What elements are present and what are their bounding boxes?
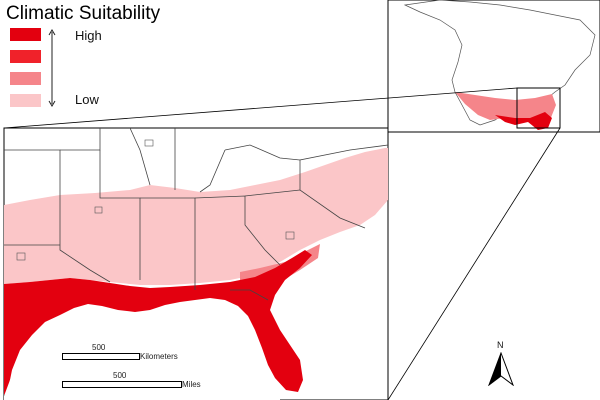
scale-mi-unit: Miles xyxy=(182,380,201,389)
legend-high-label: High xyxy=(75,28,102,43)
connector-line-left xyxy=(3,87,518,129)
north-label: N xyxy=(497,340,504,350)
lake-markers xyxy=(16,139,295,261)
legend-range-arrow-icon xyxy=(48,29,56,107)
suitability-zone-high xyxy=(4,250,312,395)
state-boundaries xyxy=(4,127,389,301)
north-arrow-icon xyxy=(488,352,514,386)
scale-km-bar xyxy=(62,353,140,360)
legend-title: Climatic Suitability xyxy=(6,3,161,24)
scale-km-unit: Kilometers xyxy=(140,352,178,361)
scale-mi-value: 500 xyxy=(113,371,127,380)
legend-swatch-medium xyxy=(10,72,41,85)
legend-swatch-high xyxy=(10,50,41,63)
scale-mi-bar xyxy=(62,381,182,388)
connector-line-right xyxy=(387,127,561,400)
legend-swatch-low xyxy=(10,94,41,107)
inset-extent-box xyxy=(516,87,561,129)
inset-suitability-core xyxy=(495,112,552,130)
legend-low-label: Low xyxy=(75,92,99,107)
legend-swatch-highest xyxy=(10,28,41,41)
gulf-of-mexico xyxy=(4,303,280,400)
scale-km-value: 500 xyxy=(92,343,106,352)
suitability-zone-low xyxy=(4,148,388,285)
